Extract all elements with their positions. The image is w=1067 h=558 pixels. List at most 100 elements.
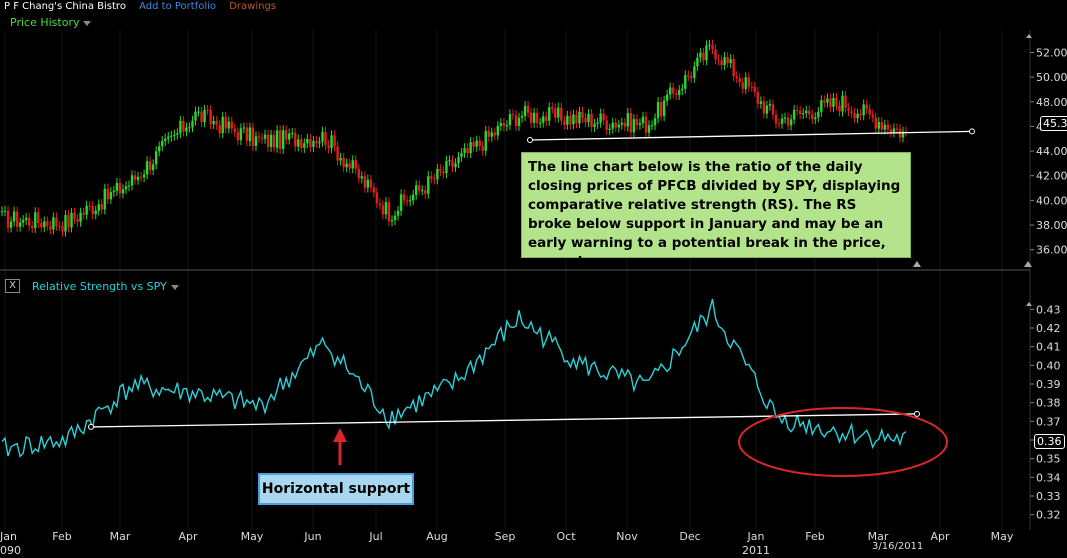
candle-body [650, 125, 654, 127]
candle-body [478, 140, 481, 146]
rs-tick-label: 0.32 [1036, 509, 1061, 522]
support-line [529, 130, 973, 141]
price-history-label[interactable]: Price History [10, 16, 92, 29]
candle-body [28, 217, 31, 226]
candle-body [877, 122, 880, 129]
candle-body [523, 105, 527, 117]
candle-body [281, 130, 285, 149]
candle-body [300, 139, 303, 148]
candle-body [79, 212, 82, 222]
candle-body [681, 88, 684, 91]
rs-tick-label: 0.34 [1036, 471, 1061, 484]
candle-body [339, 157, 342, 161]
candle-body [106, 188, 110, 200]
close-panel-button[interactable]: X [5, 279, 20, 293]
chart-header: P F Chang's China Bistro Add to Portfoli… [4, 1, 286, 12]
candle-body [154, 151, 158, 165]
candle-body [3, 210, 7, 212]
candle-body [61, 226, 64, 232]
drawings-link[interactable]: Drawings [229, 1, 277, 12]
panel-resize-icon[interactable] [913, 261, 921, 267]
candle-body [765, 105, 769, 114]
rs-label[interactable]: Relative Strength vs SPY [32, 280, 179, 293]
candle-body [191, 120, 194, 128]
candle-body [327, 145, 330, 149]
candle-body [348, 163, 351, 169]
candle-body [687, 75, 690, 77]
candle-body [260, 137, 264, 139]
candle-body [70, 212, 73, 228]
year-label: 2011 [742, 544, 770, 557]
candle-body [360, 176, 363, 179]
candle-body [768, 104, 772, 106]
x-tick-label: Jul [369, 530, 383, 543]
candle-body [798, 110, 802, 115]
candle-body [714, 49, 717, 60]
candle-body [239, 128, 243, 141]
candle-body [548, 107, 551, 121]
support-handle[interactable] [914, 410, 920, 417]
support-handle[interactable] [969, 128, 975, 135]
candle-body [901, 131, 905, 138]
candle-body [67, 215, 70, 228]
price-y-axis: 36.0038.0040.0042.0044.0046.0048.0050.00… [1030, 46, 1067, 257]
candle-body [726, 56, 729, 64]
rs-tick-label: 0.33 [1036, 490, 1061, 503]
candle-body [278, 130, 282, 149]
price-tick-label: 48.00 [1036, 96, 1067, 109]
candle-body [454, 163, 457, 168]
candle-body [375, 192, 379, 204]
candle-body [167, 136, 170, 139]
candle-body [97, 204, 100, 211]
candle-body [759, 101, 763, 104]
candle-body [744, 77, 747, 89]
candle-body [638, 123, 642, 125]
candle-body [717, 59, 720, 61]
candle-body [750, 86, 754, 88]
dropdown-caret-icon [170, 284, 179, 290]
candle-body [200, 111, 203, 123]
candle-body [448, 160, 451, 162]
candle-body [421, 190, 424, 192]
candle-body [699, 52, 702, 58]
candle-body [641, 116, 645, 124]
candle-body [263, 134, 267, 139]
candle-body [112, 190, 116, 193]
candle-body [529, 112, 533, 123]
candle-body [203, 109, 206, 123]
candle-body [581, 111, 584, 119]
candle-body [853, 112, 856, 119]
candle-body [856, 113, 859, 119]
add-portfolio-link[interactable]: Add to Portfolio [139, 1, 217, 12]
candle-body [173, 134, 176, 136]
candle-body [321, 131, 324, 142]
candle-body [197, 111, 200, 113]
candle-body [696, 57, 699, 67]
candle-body [505, 125, 509, 127]
support-arrow-icon [333, 428, 347, 465]
candle-body [405, 200, 409, 202]
support-handle[interactable] [527, 136, 533, 143]
candle-body [230, 121, 233, 129]
rs-tick-label: 0.42 [1036, 322, 1061, 335]
candle-body [0, 211, 4, 213]
candle-body [381, 205, 385, 215]
candle-body [363, 176, 367, 188]
support-handle[interactable] [88, 423, 94, 430]
scroll-up-icon[interactable] [1024, 261, 1032, 267]
candle-body [418, 185, 421, 191]
candle-body [100, 204, 103, 210]
rs-series-line [1, 298, 907, 458]
candle-body [55, 217, 58, 226]
candle-body [578, 111, 581, 124]
candle-body [115, 182, 119, 191]
candle-body [463, 148, 466, 153]
x-tick-label: Feb [805, 530, 825, 543]
candle-body [481, 145, 484, 151]
candle-body [445, 160, 448, 174]
candle-body [671, 87, 675, 94]
price-support-line[interactable] [527, 128, 975, 143]
candle-body [469, 142, 472, 154]
candle-body [257, 136, 261, 138]
